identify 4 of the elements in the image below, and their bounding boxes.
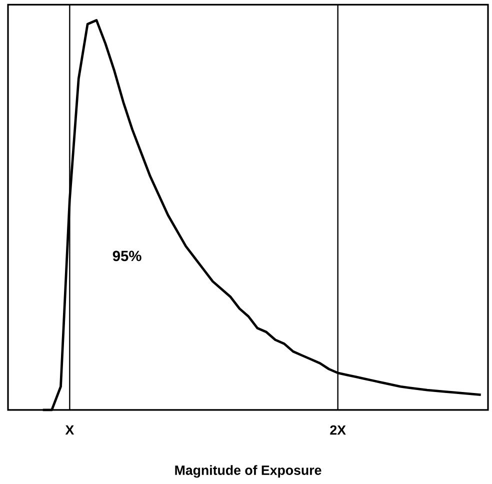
x-axis-title: Magnitude of Exposure (175, 465, 322, 478)
x-tick-label: X (65, 425, 74, 435)
annotation: 95% (112, 250, 142, 262)
x-tick-label: 2X (330, 425, 346, 435)
